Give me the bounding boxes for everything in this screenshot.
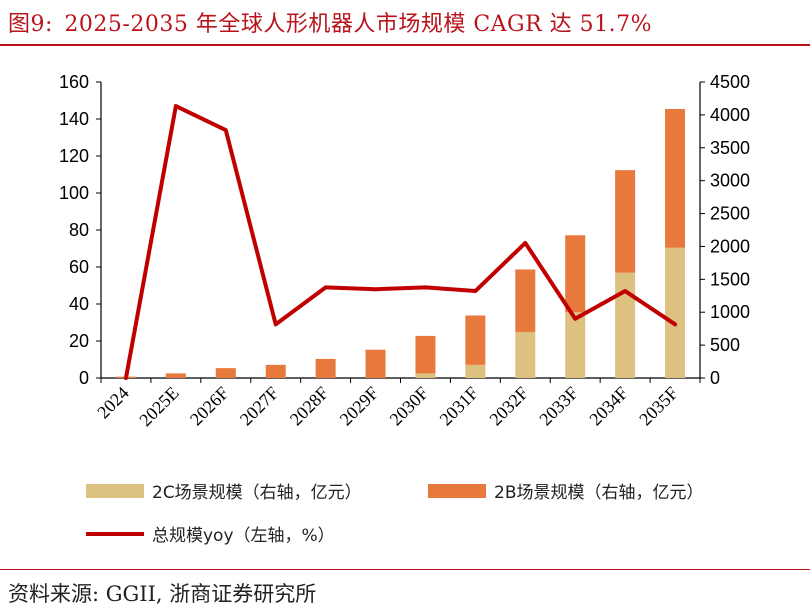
bar-2c-2030F [415, 373, 436, 378]
title-divider [0, 44, 810, 46]
right-axis-tick-label: 0 [710, 368, 720, 388]
legend-item-yoy: 总规模yoy（左轴，%） [86, 521, 335, 546]
title-text: 2025-2035 年全球人形机器人市场规模 CAGR 达 51.7% [64, 12, 653, 37]
left-axis-tick-label: 140 [59, 109, 89, 129]
bar-2b-2033F [565, 235, 586, 313]
x-axis-label-2027F: 2027F [236, 383, 283, 430]
bar-2c-2035F [665, 247, 686, 378]
x-axis-label-2032F: 2032F [485, 383, 532, 430]
x-axis-label-2035F: 2035F [635, 383, 682, 430]
bar-2b-2026F [215, 368, 236, 378]
bar-2b-2034F [615, 170, 636, 273]
left-axis-tick-label: 20 [69, 331, 89, 351]
bar-2c-2031F [465, 364, 486, 378]
bar-2b-2029F [365, 349, 386, 378]
bar-2b-2030F [415, 335, 436, 374]
bar-2c-2032F [515, 331, 536, 378]
footer-divider [0, 569, 810, 570]
legend-item-2b: 2B场景规模（右轴，亿元） [428, 478, 703, 503]
bar-2b-2035F [665, 108, 686, 248]
left-axis-tick-label: 100 [59, 183, 89, 203]
legend-swatch-2b [428, 483, 486, 498]
legend-label-2c: 2C场景规模（右轴，亿元） [152, 483, 362, 503]
left-axis-tick-label: 60 [69, 257, 89, 277]
bar-2c-2034F [615, 272, 636, 378]
legend-swatch-yoy [86, 531, 144, 536]
x-axis-label-2025E: 2025E [135, 383, 182, 430]
bar-2b-2031F [465, 315, 486, 365]
left-axis-tick-label: 0 [79, 368, 89, 388]
right-axis-tick-label: 3000 [710, 171, 750, 191]
left-axis-tick-label: 120 [59, 146, 89, 166]
source-note: 资料来源: GGII, 浙商证券研究所 [8, 582, 317, 606]
legend-label-2b: 2B场景规模（右轴，亿元） [494, 483, 704, 503]
x-axis-label-2033F: 2033F [535, 383, 582, 430]
right-axis-tick-label: 1500 [710, 269, 750, 289]
figure-label: 图9: [8, 12, 53, 37]
chart-svg: 0 20 40 60 80 100 120 140 160 0 500 1000 1500 2000 250… [59, 72, 750, 430]
yoy-line [123, 104, 678, 380]
left-axis-tick-label: 160 [59, 72, 89, 92]
right-axis-tick-label: 500 [710, 335, 740, 355]
right-axis-tick-label: 2500 [710, 204, 750, 224]
bar-2b-2032F [515, 269, 536, 332]
x-axis-label-2030F: 2030F [386, 383, 433, 430]
bar-2b-2025E [165, 373, 186, 378]
left-axis-tick-label: 80 [69, 220, 89, 240]
x-axis-label-2026F: 2026F [186, 383, 233, 430]
x-axis-label-2029F: 2029F [336, 383, 383, 430]
right-axis-tick-label: 4500 [710, 72, 750, 92]
legend-item-2c: 2C场景规模（右轴，亿元） [86, 478, 362, 503]
x-axis-label-2034F: 2034F [585, 383, 632, 430]
left-axis-tick-label: 40 [69, 294, 89, 314]
x-axis-label-2028F: 2028F [286, 383, 333, 430]
legend-label-yoy: 总规模yoy（左轴，%） [152, 526, 335, 546]
x-axis-label-2024: 2024 [93, 383, 133, 423]
bar-2b-2028F [315, 358, 336, 378]
bar-2c-2033F [565, 312, 586, 378]
right-axis-tick-label: 2000 [710, 236, 750, 256]
x-axis-label-2031F: 2031F [436, 383, 483, 430]
legend-swatch-2c [86, 483, 144, 498]
right-axis-tick-label: 3500 [710, 138, 750, 158]
chart-title: 图9: 2025-2035 年全球人形机器人市场规模 CAGR 达 51.7% [8, 6, 652, 38]
right-axis-tick-label: 4000 [710, 105, 750, 125]
right-axis-tick-label: 1000 [710, 302, 750, 322]
bar-2b-2027F [265, 364, 286, 378]
